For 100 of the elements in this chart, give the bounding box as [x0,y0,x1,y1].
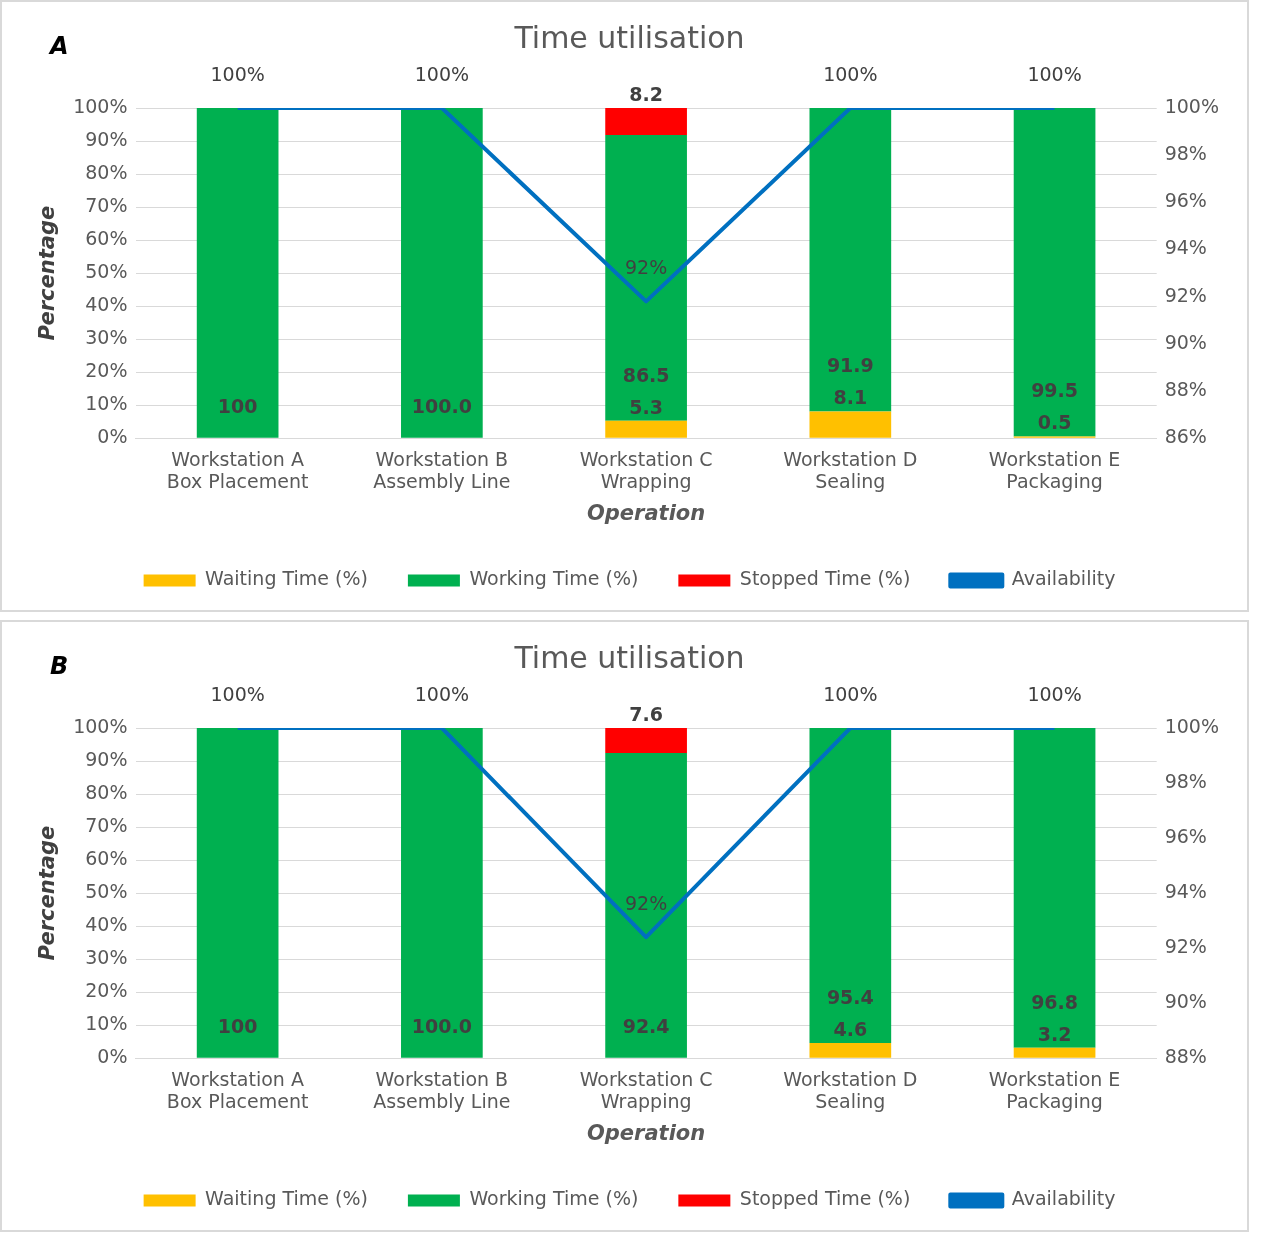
y2-tick-label: 98% [1164,769,1207,792]
data-label: 99.5 [1031,379,1079,402]
y2-tick-label: 90% [1164,990,1207,1013]
chart-title: Time utilisation [513,19,745,55]
data-label: 100% [210,62,265,85]
data-label: 100.0 [411,394,472,417]
data-label: 86.5 [622,363,670,386]
data-label: 100% [414,682,470,705]
y2-tick-label: 98% [1164,142,1207,165]
data-label: 100% [823,682,878,705]
data-label: 92% [624,892,668,915]
legend-label: Waiting Time (%) [205,1187,368,1210]
y-tick-label: 0% [97,1045,128,1068]
y-tick-label: 20% [85,979,128,1002]
y-tick-label: 60% [85,227,128,250]
bar [605,108,687,136]
y-tick-label: 10% [85,392,128,415]
y2-tick-label: 100% [1164,94,1220,117]
bar [196,728,279,1058]
data-label: 100% [823,62,878,85]
y-tick-label: 30% [85,326,128,349]
legend-label: Waiting Time (%) [205,567,368,590]
x-tick-label: Workstation B Assembly Line [373,1067,511,1113]
data-label: 8.2 [629,82,663,105]
bar [1013,108,1096,437]
text: A [48,32,69,61]
data-label: 8.1 [833,386,868,409]
data-label: 0.5 [1037,411,1072,434]
legend-label: Stopped Time (%) [739,1187,911,1210]
legend-label: Stopped Time (%) [739,567,911,590]
y2-tick-label: 86% [1164,425,1207,448]
data-label: 96.8 [1031,990,1079,1013]
y-tick-label: 80% [85,160,128,183]
legend-label: Availability [1011,567,1116,590]
x-tick-label: Workstation A Box Placement [166,447,309,493]
bar [605,135,687,421]
data-label: 100% [210,682,265,705]
y2-tick-label: 92% [1164,283,1207,306]
bar [809,728,892,1044]
data-label: 100% [1027,682,1082,705]
data-label: 91.9 [826,354,874,377]
y-tick-label: 60% [85,847,128,870]
bar [809,108,892,412]
y-tick-label: 100% [73,94,128,117]
data-label: 100 [217,394,258,417]
y2-tick-label: 88% [1164,377,1207,400]
y-tick-label: 50% [85,880,128,903]
y-axis-title: Percentage [35,205,60,341]
y-tick-label: 10% [85,1012,128,1035]
bar [196,108,279,438]
data-label: 4.6 [833,1017,868,1040]
y-tick-label: 50% [85,260,128,283]
x-axis-title: Operation [586,1120,706,1145]
x-axis-title: Operation [586,500,706,525]
text: B [50,652,69,681]
bar [809,411,892,438]
data-label: 92% [624,256,668,279]
x-tick-label: Workstation E Packaging [988,447,1121,493]
y2-tick-label: 88% [1164,1045,1207,1068]
y-tick-label: 40% [85,913,128,936]
y2-tick-label: 92% [1164,935,1207,958]
legend-label: Working Time (%) [469,567,639,590]
x-tick-label: Workstation A Box Placement [166,1067,309,1113]
y-tick-label: 100% [73,714,128,737]
x-tick-label: Workstation C Wrapping [579,447,713,493]
y-tick-label: 90% [85,127,128,150]
legend-label: Availability [1011,1187,1116,1210]
bar [401,108,483,438]
bar [1013,1047,1096,1058]
y-tick-label: 0% [97,425,128,448]
data-label: 100% [414,62,470,85]
bar [809,1043,892,1058]
data-label: 100% [1027,62,1082,85]
bar [605,420,687,438]
data-label: 95.4 [826,985,874,1008]
y2-tick-label: 94% [1164,880,1207,903]
bar [1013,728,1096,1048]
y2-tick-label: 100% [1164,714,1220,737]
legend-label: Working Time (%) [469,1187,639,1210]
bar [401,728,483,1058]
bar [605,728,687,754]
data-label: 100.0 [411,1014,472,1037]
x-tick-label: Workstation C Wrapping [579,1067,713,1113]
y-axis-title: Percentage [35,825,60,961]
chart-title: Time utilisation [513,639,745,675]
bar [605,753,687,1058]
y2-tick-label: 94% [1164,236,1207,259]
data-label: 100 [217,1014,258,1037]
y-tick-label: 70% [85,194,128,216]
y-tick-label: 80% [85,780,128,803]
data-label: 3.2 [1037,1022,1072,1045]
data-label: 92.4 [622,1014,670,1037]
data-label: 5.3 [629,395,663,418]
y-tick-label: 90% [85,747,128,770]
y2-tick-label: 96% [1164,825,1207,847]
data-label: 7.6 [629,702,663,725]
y-tick-label: 20% [85,359,128,382]
y-tick-label: 70% [85,814,128,836]
y-tick-label: 40% [85,293,128,316]
x-tick-label: Workstation E Packaging [988,1067,1121,1113]
